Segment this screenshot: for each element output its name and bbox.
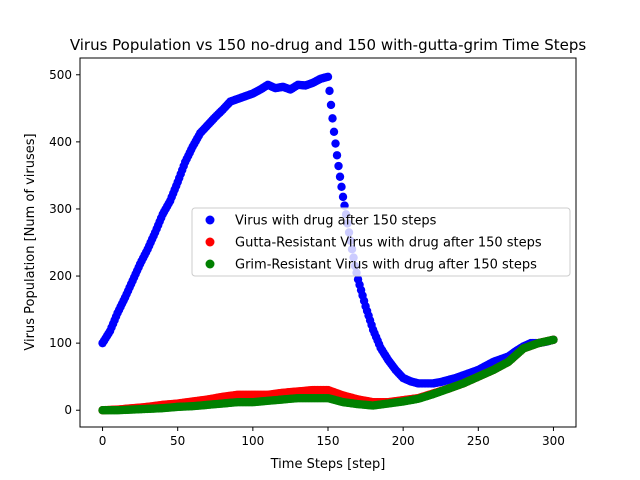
data-point — [326, 100, 336, 110]
series-1 — [98, 72, 558, 388]
series-3 — [98, 335, 558, 415]
y-tick-label: 500 — [49, 68, 72, 82]
data-point — [331, 139, 340, 148]
y-tick-label: 400 — [49, 135, 72, 149]
x-tick-label: 0 — [99, 434, 107, 448]
legend-frame — [191, 207, 571, 277]
data-point — [332, 151, 342, 160]
data-point — [328, 114, 337, 123]
data-point — [323, 72, 333, 81]
y-tick-label: 0 — [64, 403, 72, 417]
legend-label: Virus with drug after 150 steps — [235, 214, 437, 229]
x-tick-label: 150 — [317, 434, 340, 448]
data-point — [549, 335, 558, 344]
x-tick-label: 100 — [241, 434, 264, 448]
legend-label: Gutta-Resistant Virus with drug after 15… — [235, 236, 542, 251]
x-tick-label: 50 — [170, 434, 185, 448]
legend-marker — [205, 259, 215, 269]
x-tick-label: 250 — [467, 434, 490, 448]
data-points — [98, 72, 558, 415]
y-tick-label: 300 — [49, 202, 72, 216]
y-tick-label: 100 — [49, 336, 72, 350]
chart-title: Virus Population vs 150 no-drug and 150 … — [70, 36, 587, 54]
legend: Virus with drug after 150 steps Gutta-Res… — [191, 207, 571, 277]
data-point — [338, 192, 348, 202]
data-point — [325, 86, 334, 96]
data-point — [335, 172, 345, 181]
data-point — [337, 182, 346, 192]
y-axis-ticks: 0 100 200 300 400 500 — [49, 68, 80, 417]
x-axis-label: Time Steps [step] — [270, 457, 386, 472]
legend-marker — [205, 215, 215, 225]
legend-marker — [205, 237, 215, 247]
y-tick-label: 200 — [49, 269, 72, 283]
x-axis-ticks: 0 50 100 150 200 250 300 — [99, 427, 565, 448]
y-axis-label: Virus Population [Num of viruses] — [23, 133, 38, 350]
legend-label: Grim-Resistant Virus with drug after 150… — [235, 258, 537, 273]
data-point — [334, 161, 343, 171]
x-tick-label: 300 — [542, 434, 565, 448]
x-tick-label: 200 — [392, 434, 415, 448]
data-point — [329, 127, 339, 136]
